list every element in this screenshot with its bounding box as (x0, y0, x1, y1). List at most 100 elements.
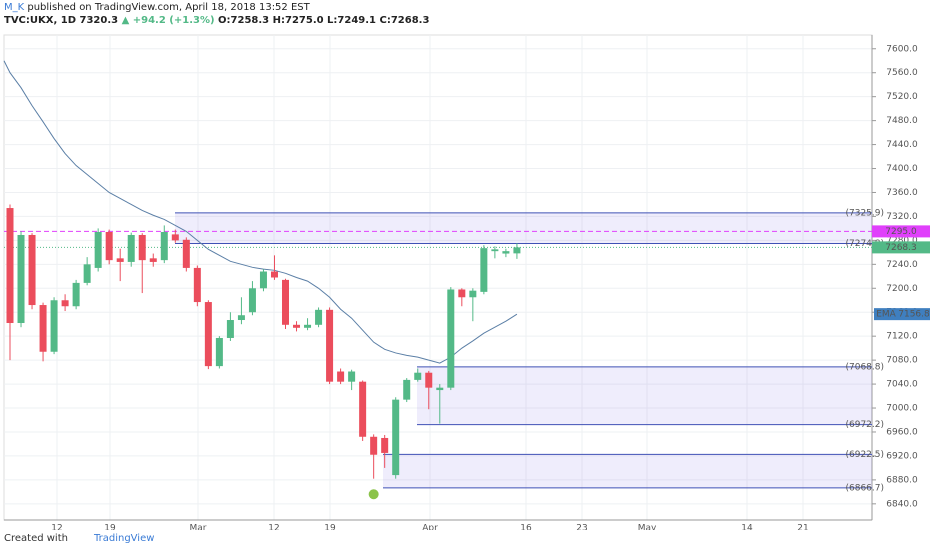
y-tick-label: 7600.0 (886, 44, 918, 54)
candle-body (270, 271, 278, 278)
candle-body (116, 258, 124, 262)
candle-body (138, 234, 146, 261)
last-price-label: 7268.3 (885, 243, 917, 253)
x-tick-label: 19 (324, 524, 336, 531)
candle-body (359, 381, 367, 437)
candle-body (414, 372, 422, 380)
y-tick-label: 7120.0 (886, 332, 918, 342)
x-tick-label: 14 (741, 524, 753, 531)
x-tick-label: 21 (797, 524, 808, 531)
candle-body (480, 248, 488, 292)
published: published on TradingView.com, April 18, … (27, 2, 310, 13)
last: 7320.3 (79, 15, 119, 26)
y-tick-label: 7320.0 (886, 212, 918, 222)
candle-body (403, 379, 411, 400)
y-tick-label: 7440.0 (886, 140, 918, 150)
x-tick-label: 12 (51, 524, 62, 531)
candle-body (381, 437, 389, 453)
candle-body (61, 300, 69, 307)
x-tick-label: Mar (190, 524, 207, 531)
candle-body (370, 436, 378, 455)
candle-body (226, 320, 234, 338)
candle-body (304, 324, 312, 328)
candle-body (491, 249, 499, 252)
symbol: TVC:UKX, 1D (4, 15, 77, 26)
candle-body (171, 234, 179, 241)
candle-body (348, 371, 356, 382)
candle-body (282, 279, 289, 325)
candle-body (469, 290, 477, 298)
y-tick-label: 7200.0 (886, 284, 918, 294)
candle-body (50, 300, 58, 352)
y-tick-label: 7520.0 (886, 92, 918, 102)
zone-label: (6922.5) (845, 450, 884, 460)
publish-line: M_K published on TradingView.com, April … (4, 2, 310, 13)
y-tick-label: 6840.0 (886, 499, 918, 509)
change: ▲ +94.2 (+1.3%) (121, 15, 215, 26)
candle-body (337, 371, 345, 382)
y-tick-label: 6920.0 (886, 451, 918, 461)
candle-body (28, 234, 36, 306)
y-tick-label: 7280.0 (886, 236, 918, 246)
candle-body (458, 289, 466, 298)
zone-label: (6866.7) (845, 483, 884, 493)
y-tick-label: 7240.0 (886, 260, 918, 270)
y-tick-label: 6880.0 (886, 475, 918, 485)
zone-label: (7068.8) (845, 362, 884, 372)
ema-tag (874, 308, 930, 321)
candle-body (513, 247, 521, 254)
y-tick-label: 7560.0 (886, 68, 918, 78)
candle-body (502, 251, 510, 254)
x-tick-label: 12 (268, 524, 279, 531)
x-tick-label: May (638, 524, 657, 531)
x-tick-label: Apr (422, 524, 438, 531)
candle-body (182, 239, 190, 268)
candle-body (248, 288, 256, 313)
created-with: Created with (4, 533, 68, 544)
candle-body (436, 387, 444, 391)
plot-bg (3, 34, 873, 521)
x-tick-label: 19 (104, 524, 116, 531)
chart: 6840.0 6880.0 6920.0 6960.0 7000.0 7040.0 7080… (3, 34, 930, 531)
candle-body (83, 264, 91, 283)
candle-body (392, 399, 400, 476)
y-tick-label: 7360.0 (886, 188, 918, 198)
candle-body (39, 305, 47, 352)
zone-label: (7325.9) (845, 208, 884, 218)
candle-body (315, 309, 323, 325)
x-tick-label: 23 (576, 524, 587, 531)
ohlc: O:7258.3 H:7275.0 L:7249.1 C:7268.3 (218, 15, 430, 26)
ema-line (3, 60, 518, 364)
candle-body (204, 302, 212, 367)
brand[interactable]: TradingView (93, 533, 155, 544)
zone-label: (6972.2) (845, 420, 884, 430)
y-tick-label: 7400.0 (886, 164, 918, 174)
user[interactable]: M_K (4, 2, 25, 13)
zone (175, 212, 872, 244)
candle-body (149, 258, 157, 262)
symbol-line: TVC:UKX, 1D 7320.3 ▲ +94.2 (+1.3%) O:725… (4, 15, 429, 26)
candle-body (160, 231, 168, 261)
y-tick-label: 7080.0 (886, 356, 918, 366)
signal-dot (368, 489, 379, 500)
candle-body (105, 231, 113, 261)
ema-label: 7156.8 (898, 310, 930, 320)
candle-body (237, 315, 245, 321)
last-price-tag (872, 241, 930, 254)
ema-name: EMA (876, 310, 896, 320)
x-tick-label: 16 (520, 524, 532, 531)
zone-label: (7274.8) (845, 239, 884, 249)
candle-body (94, 231, 102, 268)
h-line-tag (872, 225, 930, 238)
y-tick-label: 7040.0 (886, 380, 918, 390)
candle-body (259, 271, 267, 289)
candle-body (447, 289, 455, 388)
zone (417, 366, 872, 425)
candle-body (17, 234, 25, 324)
candle-body (326, 309, 334, 382)
candle-body (215, 337, 223, 367)
candle-body (127, 234, 135, 262)
footer: Created with TradingView (4, 533, 154, 544)
y-tick-label: 7000.0 (886, 404, 918, 414)
